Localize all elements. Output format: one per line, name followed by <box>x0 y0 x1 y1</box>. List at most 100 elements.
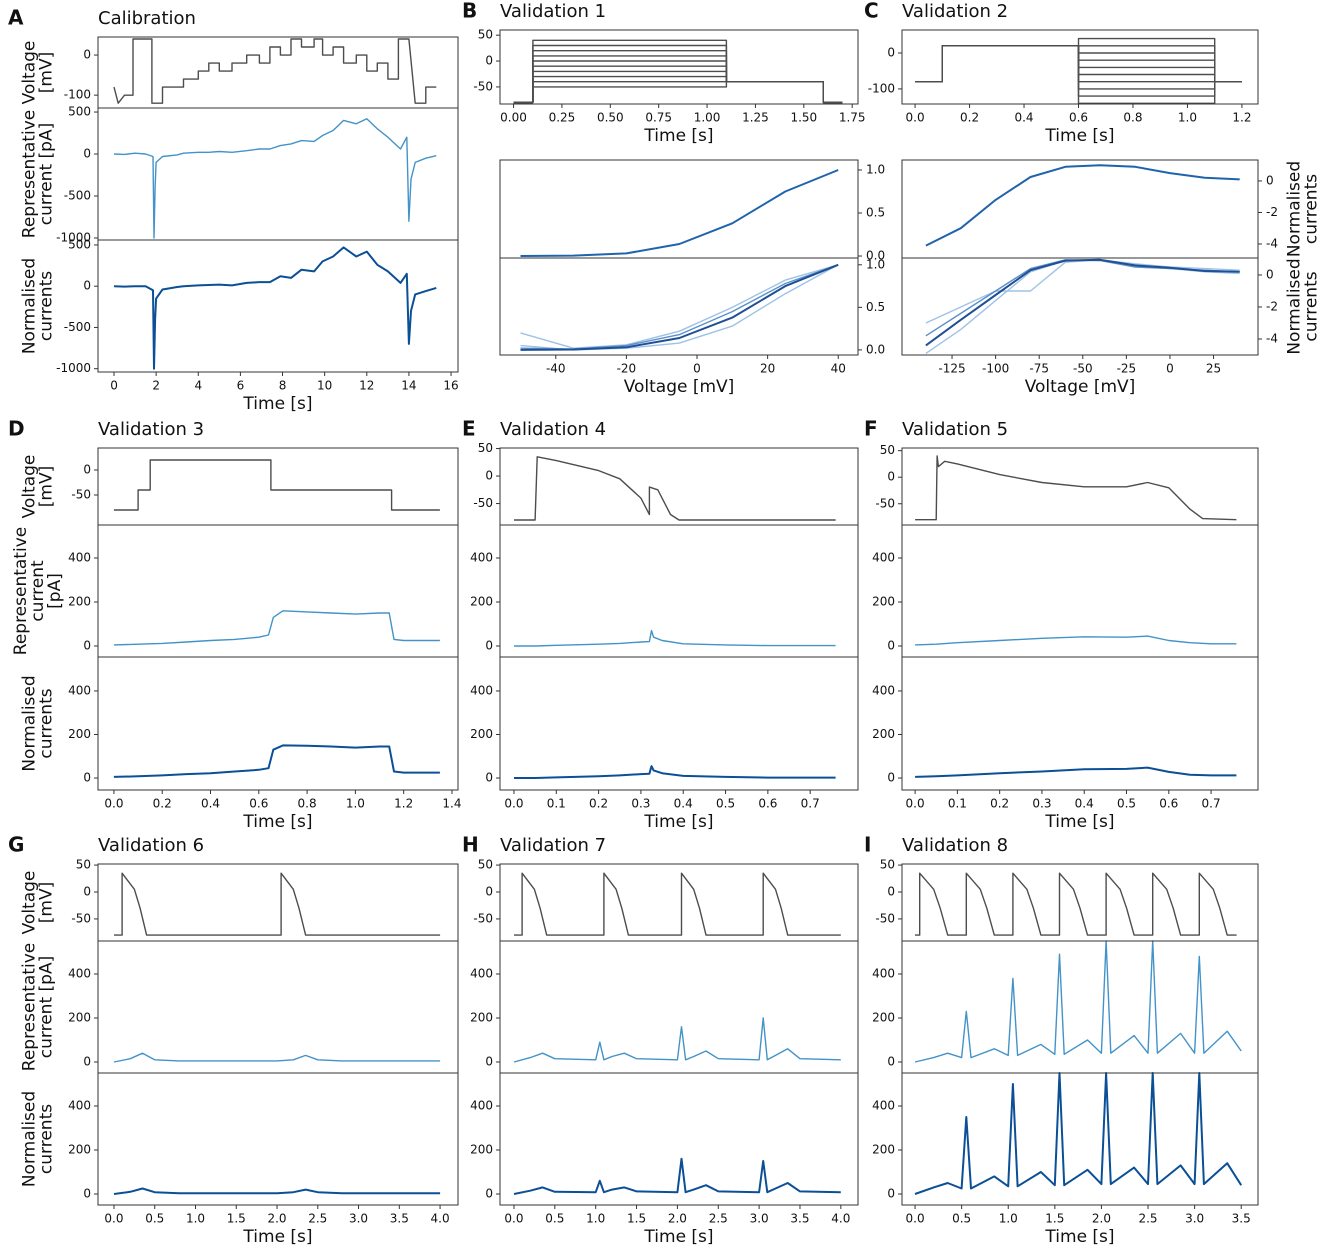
y-tick-label: 0.5 <box>866 300 885 314</box>
x-tick-label: 0 <box>693 362 701 376</box>
plot-frame <box>97 940 459 1074</box>
y-tick-label: 400 <box>872 967 895 981</box>
x-tick-label: -75 <box>1029 362 1049 376</box>
x-axis-label: Time [s] <box>1044 1227 1114 1247</box>
x-tick-label: 0.0 <box>104 1212 123 1226</box>
y-tick-label: 400 <box>470 1099 493 1113</box>
x-tick-label: 2 <box>152 379 160 393</box>
x-axis-label: Time [s] <box>643 812 713 832</box>
x-tick-label: 6 <box>237 379 245 393</box>
x-tick-label: 0.7 <box>1202 797 1221 811</box>
x-tick-label: 1.5 <box>227 1212 246 1226</box>
y-tick-label: 500 <box>68 105 91 119</box>
y-tick-label: 200 <box>872 1011 895 1025</box>
x-tick-label: 0.3 <box>1032 797 1051 811</box>
plot-frame <box>97 1072 459 1206</box>
y-tick-label: 0 <box>485 1055 493 1069</box>
trace <box>925 258 1240 347</box>
y-tick-label: 0.0 <box>866 342 885 356</box>
y-tick-label: 200 <box>872 595 895 609</box>
y-axis-label: Normalised <box>20 1091 40 1187</box>
y-axis-label: currents <box>37 271 57 341</box>
trace <box>113 118 437 239</box>
x-tick-label: 0.5 <box>145 1212 164 1226</box>
y-axis-label: Normalised <box>20 675 40 771</box>
x-tick-label: 1.25 <box>742 111 769 125</box>
y-tick-label: 0 <box>485 469 493 483</box>
y-tick-label: -50 <box>473 911 493 925</box>
x-tick-label: 3.5 <box>790 1212 809 1226</box>
x-tick-label: 1.75 <box>839 111 866 125</box>
y-axis-label: Representative <box>20 110 40 238</box>
x-tick-label: 2.5 <box>709 1212 728 1226</box>
x-tick-label: 12 <box>359 379 374 393</box>
panel-letter: H <box>462 833 479 857</box>
y-tick-label: 1.0 <box>866 257 885 271</box>
trace <box>513 55 843 104</box>
panel-title: Validation 5 <box>902 419 1008 440</box>
x-axis-label: Time [s] <box>242 394 312 414</box>
x-tick-label: 1.0 <box>186 1212 205 1226</box>
x-tick-label: 0.2 <box>153 797 172 811</box>
y-tick-label: 0 <box>83 885 91 899</box>
x-tick-label: 0.4 <box>674 797 693 811</box>
x-tick-label: 0.0 <box>906 797 925 811</box>
y-tick-label: -100 <box>868 81 895 95</box>
x-tick-label: 14 <box>401 379 416 393</box>
plot-frame <box>499 656 859 791</box>
x-tick-label: 3.5 <box>1232 1212 1251 1226</box>
x-tick-label: -100 <box>982 362 1009 376</box>
y-axis-label: currents <box>37 1104 57 1174</box>
trace <box>514 872 841 936</box>
y-tick-label: 200 <box>470 1011 493 1025</box>
plot-frame <box>499 29 859 105</box>
y-tick-label: 200 <box>68 595 91 609</box>
y-axis-label: Voltage <box>20 871 40 935</box>
y-tick-label: 1.0 <box>866 162 885 176</box>
y-tick-label: 400 <box>68 1099 91 1113</box>
y-axis-label: [mV] <box>37 882 57 923</box>
x-tick-label: 3.0 <box>750 1212 769 1226</box>
trace <box>113 1187 441 1195</box>
y-axis-label: [mV] <box>37 466 57 507</box>
x-tick-label: 0.0 <box>504 797 523 811</box>
y-tick-label: 200 <box>470 727 493 741</box>
x-tick-label: 25 <box>1206 362 1221 376</box>
y-tick-label: 400 <box>872 1099 895 1113</box>
x-tick-label: 0.0 <box>504 1212 523 1226</box>
panel-title: Validation 6 <box>98 835 204 856</box>
plot-frame <box>901 29 1259 105</box>
x-tick-label: 40 <box>831 362 846 376</box>
y-tick-label: 0 <box>485 771 493 785</box>
x-tick-label: 0.50 <box>597 111 624 125</box>
plot-frame <box>499 863 859 942</box>
y-tick-label: -1000 <box>56 361 91 375</box>
x-tick-label: 0.75 <box>645 111 672 125</box>
panel-title: Validation 1 <box>500 1 606 22</box>
x-tick-label: 0.5 <box>545 1212 564 1226</box>
y-tick-label: -4 <box>1266 331 1278 345</box>
x-tick-label: -25 <box>1117 362 1137 376</box>
y-tick-label: -50 <box>71 911 91 925</box>
x-axis-label: Time [s] <box>242 812 312 832</box>
y-tick-label: 0 <box>83 279 91 293</box>
y-tick-label: 0 <box>887 1187 895 1201</box>
x-tick-label: 0.4 <box>201 797 220 811</box>
y-tick-label: -1000 <box>56 230 91 244</box>
x-tick-label: 4.0 <box>431 1212 450 1226</box>
x-tick-label: 3.0 <box>349 1212 368 1226</box>
y-tick-label: 50 <box>880 443 895 457</box>
trace <box>513 39 843 104</box>
y-tick-label: -50 <box>875 911 895 925</box>
x-tick-label: 0.6 <box>758 797 777 811</box>
y-axis-label: currents <box>1302 271 1322 341</box>
x-tick-label: -20 <box>617 362 637 376</box>
y-tick-label: 0 <box>887 45 895 59</box>
trace <box>520 264 839 350</box>
y-tick-label: 200 <box>68 1011 91 1025</box>
x-tick-label: 2.0 <box>668 1212 687 1226</box>
x-tick-label: 2.0 <box>1092 1212 1111 1226</box>
y-tick-label: 0 <box>83 771 91 785</box>
plot-frame <box>97 239 459 373</box>
x-tick-label: -50 <box>1073 362 1093 376</box>
